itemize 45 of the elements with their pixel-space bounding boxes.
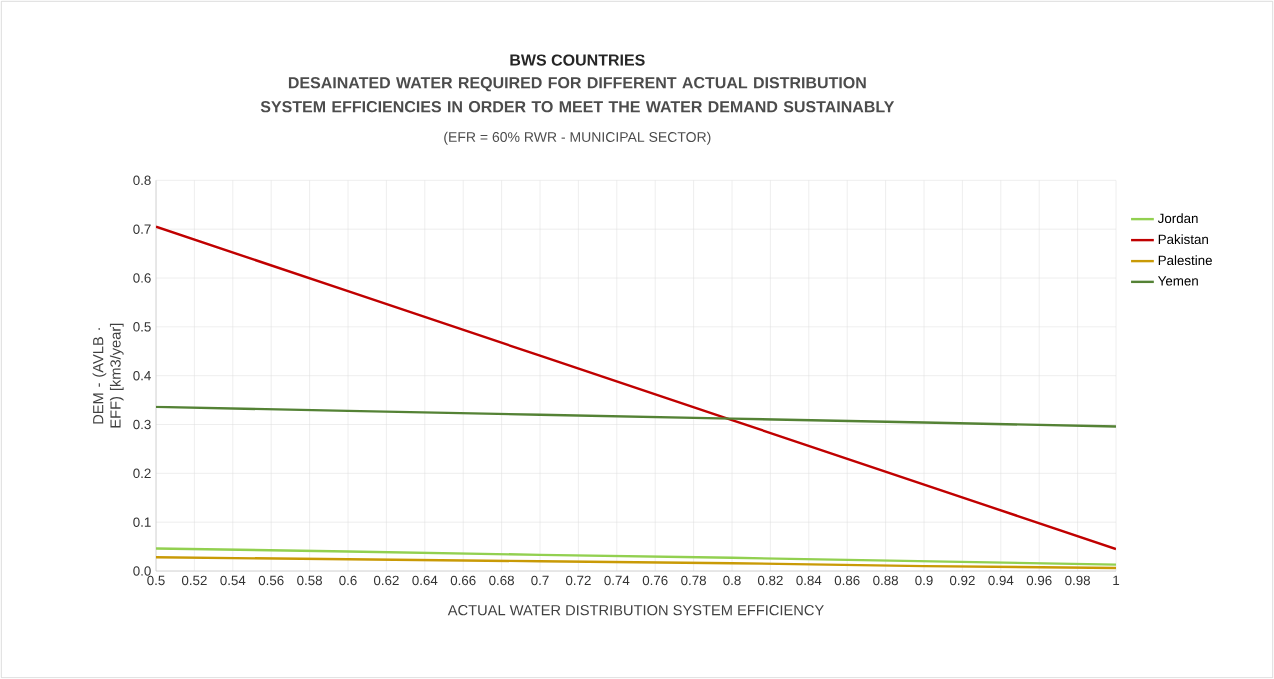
y-tick-label: 0.8 [133,175,151,186]
x-tick-label: 0.82 [757,575,783,586]
x-tick-label: 0.66 [450,575,476,586]
x-tick-label: 0.5 [147,575,165,586]
x-tick-label: 0.62 [373,575,399,586]
x-tick-label: 0.94 [988,575,1014,586]
chart-title: BWS COUNTRIES [510,54,645,66]
x-tick-label: 0.78 [681,575,706,586]
x-tick-label: 0.7 [531,575,549,586]
x-tick-label: 0.88 [873,575,898,586]
x-tick-label: 0.92 [949,575,975,586]
x-tick-label: 0.52 [181,575,207,586]
chart-subtitle: DESAINATED WATER REQUIRED FOR DIFFERENT ACTUAL DISTRIBUTION SYSTEM EFFICIENCIES IN ORDER TO MEET THE WATER DEMAND SUSTAINABLY [260,77,895,113]
legend-label: Yemen [1157,276,1198,286]
x-axis-title: ACTUAL WATER DISTRIBUTION SYSTEM EFFICIENCY [447,604,824,616]
line-series [156,405,1116,428]
y-tick-label: 0.1 [133,517,151,527]
x-tick-label: 0.68 [489,575,514,586]
x-tick-label: 1 [1113,575,1120,585]
x-tick-label: 0.9 [915,575,933,586]
x-tick-label: 0.98 [1065,575,1090,586]
x-tick-label: 0.8 [723,575,741,586]
y-tick-label: 0.7 [133,224,151,234]
x-tick-label: 0.6 [339,575,357,586]
text: (EFR = 60% RWR - MUNICIPAL SECTOR) [444,131,711,145]
x-tick-label: 0.58 [297,575,322,586]
y-tick-label: 0.3 [133,419,151,430]
x-tick-label: 0.74 [604,575,630,586]
y-tick-label: 0.6 [133,273,151,283]
legend-label: Jordan [1157,213,1198,224]
x-tick-label: 0.56 [258,575,284,586]
y-tick-label: 0.4 [133,370,151,381]
y-tick-label: 0.2 [133,468,151,479]
x-tick-label: 0.54 [220,575,246,586]
x-tick-label: 0.84 [796,575,822,586]
y-axis-title: DEM - (AVLB · EFF) [km3/year] [92,323,124,428]
y-tick-label: 0.0 [133,566,151,576]
x-tick-label: 0.76 [642,575,668,586]
x-tick-label: 0.86 [834,575,860,586]
legend-label: Palestine [1158,255,1212,266]
x-tick-label: 0.64 [412,575,438,586]
y-tick-label: 0.5 [133,322,151,332]
x-tick-label: 0.72 [565,575,591,586]
legend-label: Pakistan [1158,234,1208,245]
x-tick-label: 0.96 [1026,575,1052,586]
